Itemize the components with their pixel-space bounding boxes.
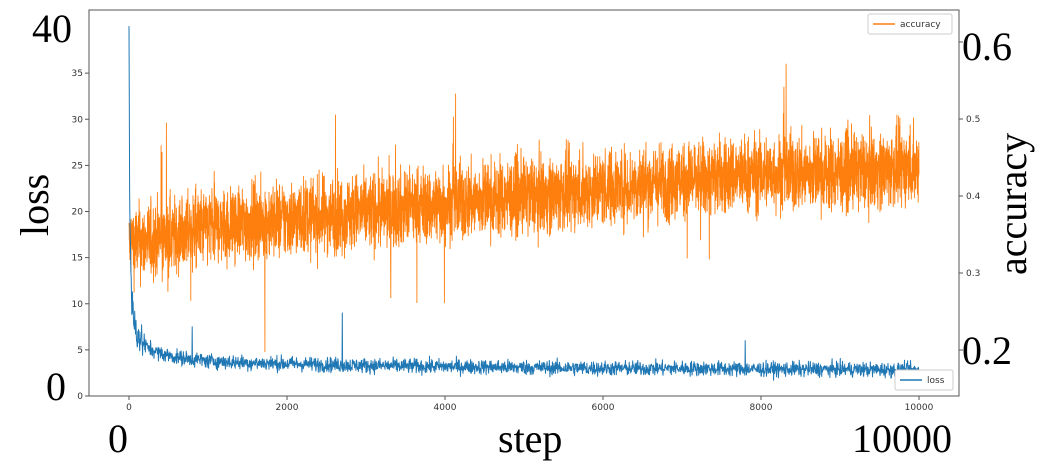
x-axis-title: step (498, 416, 562, 461)
right-tick-label: 0.5 (966, 115, 980, 125)
left-axis-ticks: 0 5 10 15 20 25 30 35 (72, 69, 89, 402)
right-axis-title: accuracy (990, 133, 1035, 275)
left-tick-label: 0 (77, 392, 83, 402)
legend-accuracy: accuracy (867, 13, 953, 35)
accuracy-series (128, 63, 920, 353)
loss-line (128, 26, 920, 381)
legend-accuracy-label: accuracy (900, 20, 941, 30)
right-axis-ticks: 0.3 0.4 0.5 (959, 41, 981, 351)
x-tick-label: 10000 (905, 403, 934, 413)
left-tick-label: 15 (72, 254, 83, 264)
accuracy-line (128, 63, 920, 353)
x-axis-end-label: 10000 (852, 416, 952, 461)
left-tick-label: 25 (72, 161, 83, 171)
left-tick-label: 30 (72, 115, 84, 125)
right-tick-label: 0.3 (966, 269, 980, 279)
left-tick-label: 5 (77, 346, 83, 356)
left-tick-label: 35 (72, 69, 83, 79)
legend-loss: loss (894, 369, 954, 391)
x-tick-label: 6000 (592, 403, 615, 413)
left-axis-title: loss (12, 174, 57, 236)
x-tick-label: 8000 (750, 403, 773, 413)
x-tick-label: 4000 (434, 403, 457, 413)
right-tick-label: 0.4 (966, 192, 981, 202)
left-axis-top-label: 40 (32, 6, 72, 51)
x-axis-start-label: 0 (108, 416, 128, 461)
left-tick-label: 20 (72, 208, 84, 218)
loss-series (128, 26, 920, 381)
x-tick-label: 2000 (276, 403, 299, 413)
left-tick-label: 10 (72, 300, 84, 310)
right-axis-bottom-label: 0.2 (962, 328, 1012, 373)
x-axis-ticks: 0 2000 4000 6000 8000 10000 (126, 396, 934, 413)
right-axis-top-label: 0.6 (962, 24, 1012, 69)
left-axis-bottom-label: 0 (46, 364, 66, 409)
x-tick-label: 0 (126, 403, 132, 413)
legend-loss-label: loss (927, 376, 945, 386)
